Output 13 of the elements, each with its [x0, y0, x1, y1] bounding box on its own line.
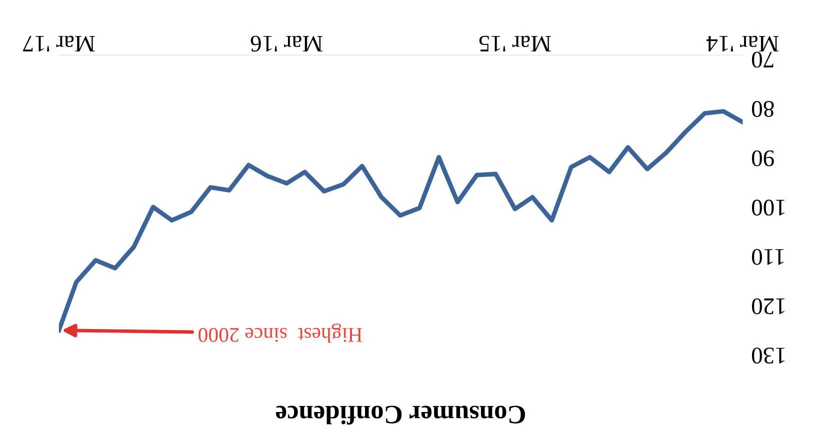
- y-tick-label: 100: [752, 200, 784, 216]
- text: Consumer Confidence: [276, 406, 526, 425]
- y-tick-label: 130: [752, 348, 784, 364]
- x-tick-label: Mar '14: [706, 36, 779, 52]
- y-tick-label: 90: [752, 150, 774, 166]
- x-tick-label: Mar '15: [479, 36, 551, 52]
- x-tick-label: Mar '17: [23, 36, 95, 52]
- y-tick-label: 110: [752, 249, 784, 265]
- y-tick-label: 120: [752, 298, 784, 314]
- annotation: Highest since 2000: [198, 324, 362, 343]
- y-tick-label: 80: [752, 101, 774, 117]
- y-tick-label: 70: [752, 52, 774, 68]
- x-tick-label: Mar '16: [250, 36, 323, 52]
